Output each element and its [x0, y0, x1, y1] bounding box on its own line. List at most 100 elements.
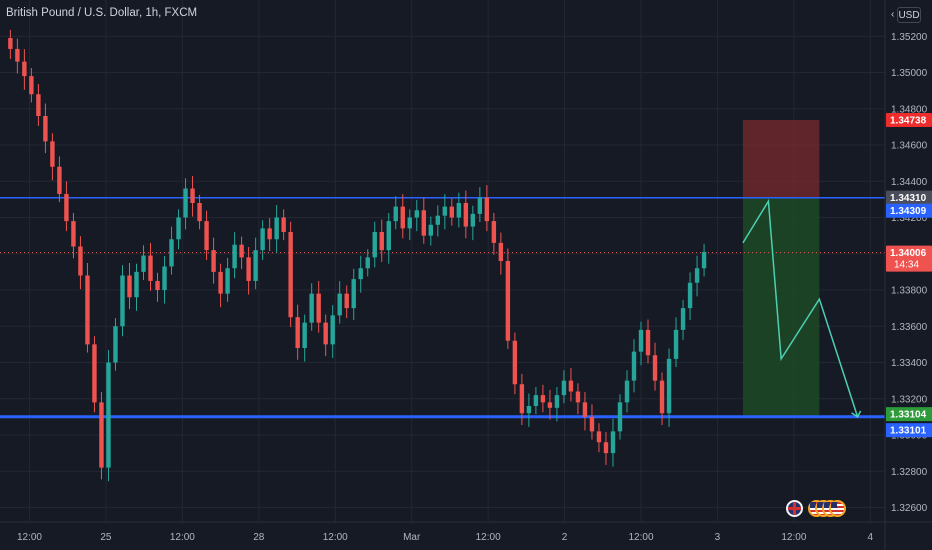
- candle[interactable]: [610, 431, 616, 454]
- candle[interactable]: [295, 317, 300, 348]
- candle[interactable]: [456, 203, 462, 218]
- candle[interactable]: [274, 217, 279, 240]
- candle[interactable]: [659, 380, 665, 414]
- candle[interactable]: [204, 221, 209, 251]
- candle[interactable]: [589, 416, 595, 432]
- candle[interactable]: [498, 242, 504, 261]
- candle[interactable]: [631, 351, 637, 381]
- candle[interactable]: [414, 210, 419, 218]
- candle[interactable]: [71, 221, 76, 247]
- candle[interactable]: [638, 329, 644, 352]
- candle[interactable]: [281, 217, 286, 233]
- candle[interactable]: [428, 224, 433, 236]
- candle[interactable]: [435, 215, 441, 225]
- candle[interactable]: [526, 406, 532, 414]
- candle[interactable]: [603, 442, 609, 454]
- candle[interactable]: [85, 275, 90, 345]
- candle[interactable]: [386, 221, 391, 251]
- candle[interactable]: [673, 329, 679, 359]
- candle[interactable]: [267, 228, 272, 240]
- candle[interactable]: [134, 271, 139, 298]
- candle[interactable]: [652, 355, 658, 381]
- candle[interactable]: [197, 203, 202, 222]
- currency-button[interactable]: USD: [897, 7, 921, 23]
- candle[interactable]: [99, 402, 104, 468]
- candle[interactable]: [113, 326, 118, 363]
- candle[interactable]: [505, 261, 511, 341]
- candle[interactable]: [624, 380, 630, 403]
- candle[interactable]: [253, 250, 258, 281]
- candle[interactable]: [463, 203, 469, 227]
- candle[interactable]: [127, 275, 132, 298]
- candle[interactable]: [449, 206, 455, 218]
- candle[interactable]: [358, 268, 363, 280]
- candle[interactable]: [260, 228, 265, 251]
- stop-loss-zone[interactable]: [742, 119, 820, 198]
- candle[interactable]: [484, 197, 490, 222]
- candle[interactable]: [141, 255, 146, 272]
- candle[interactable]: [155, 280, 160, 290]
- candle[interactable]: [512, 340, 518, 385]
- candle[interactable]: [470, 213, 476, 227]
- candle[interactable]: [190, 188, 195, 204]
- candle[interactable]: [645, 329, 651, 356]
- candle[interactable]: [120, 275, 125, 327]
- candle[interactable]: [687, 282, 693, 309]
- candle[interactable]: [365, 257, 370, 269]
- candle[interactable]: [316, 293, 321, 323]
- candle[interactable]: [15, 48, 20, 62]
- us-flag-icon[interactable]: [829, 500, 846, 517]
- candle[interactable]: [106, 362, 111, 468]
- candle[interactable]: [701, 251, 707, 269]
- candle[interactable]: [554, 395, 560, 408]
- candle[interactable]: [372, 232, 377, 258]
- gb-flag-icon[interactable]: [786, 500, 803, 517]
- candle[interactable]: [246, 257, 251, 281]
- candle[interactable]: [400, 206, 405, 229]
- candle[interactable]: [561, 380, 567, 396]
- chevron-down-icon[interactable]: ‹: [891, 9, 895, 20]
- candle[interactable]: [232, 244, 237, 269]
- candle[interactable]: [29, 76, 34, 95]
- candle[interactable]: [393, 206, 398, 222]
- candle[interactable]: [183, 188, 188, 218]
- candle[interactable]: [519, 384, 525, 414]
- candle[interactable]: [309, 293, 314, 323]
- candle[interactable]: [491, 221, 497, 243]
- candle[interactable]: [148, 255, 153, 281]
- candle[interactable]: [442, 206, 448, 216]
- candle[interactable]: [64, 193, 69, 222]
- candle[interactable]: [421, 210, 426, 236]
- candle[interactable]: [694, 268, 700, 283]
- candle[interactable]: [596, 431, 602, 443]
- candle[interactable]: [680, 308, 686, 330]
- candle[interactable]: [50, 141, 55, 167]
- candle[interactable]: [225, 268, 230, 294]
- candle[interactable]: [36, 94, 41, 116]
- candle[interactable]: [43, 116, 48, 142]
- candle[interactable]: [477, 197, 483, 214]
- candle[interactable]: [533, 395, 539, 406]
- candle[interactable]: [162, 266, 167, 290]
- candle[interactable]: [169, 239, 174, 267]
- candle[interactable]: [547, 402, 553, 408]
- candle[interactable]: [568, 380, 574, 392]
- candle[interactable]: [407, 217, 412, 229]
- candle[interactable]: [666, 358, 672, 414]
- candle[interactable]: [211, 250, 216, 272]
- candle[interactable]: [379, 232, 384, 251]
- candle[interactable]: [288, 232, 293, 318]
- candle[interactable]: [176, 217, 181, 240]
- candle[interactable]: [239, 244, 244, 258]
- candle[interactable]: [78, 246, 83, 276]
- candle[interactable]: [57, 166, 62, 194]
- candle[interactable]: [8, 38, 13, 49]
- candle[interactable]: [337, 293, 342, 316]
- candle[interactable]: [344, 293, 349, 309]
- candle[interactable]: [22, 61, 27, 77]
- projection-path[interactable]: [742, 198, 859, 418]
- candle[interactable]: [582, 402, 588, 417]
- candle[interactable]: [351, 279, 356, 309]
- candle[interactable]: [617, 402, 623, 432]
- candle[interactable]: [92, 344, 97, 403]
